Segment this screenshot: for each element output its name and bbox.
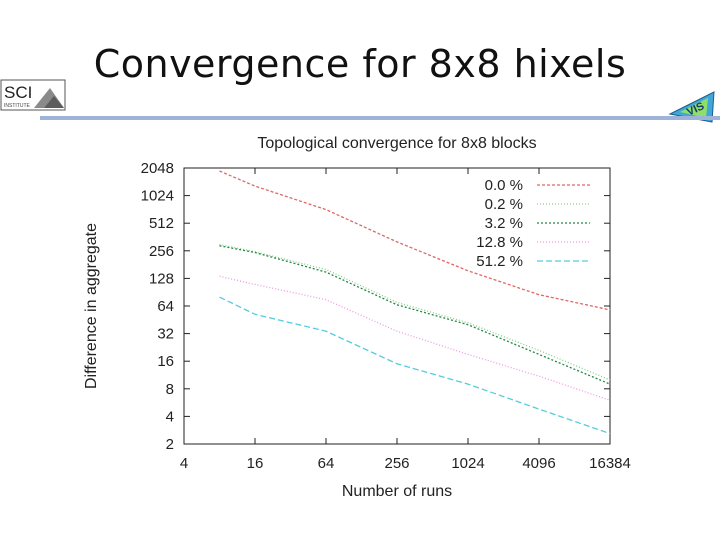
sci-logo-subtext: INSTITUTE	[4, 103, 30, 109]
slide-title: Convergence for 8x8 hixels	[93, 42, 627, 86]
legend-label: 0.2 %	[485, 196, 523, 213]
series-lines	[219, 170, 611, 435]
y-axis-label: Difference in aggregate	[83, 223, 100, 389]
y-tick-label: 256	[149, 243, 174, 260]
y-tick-label: 512	[149, 215, 174, 232]
series-line	[219, 296, 611, 435]
x-tick-label: 4	[180, 455, 188, 472]
vis-logo-icon: VIS	[668, 91, 715, 123]
y-tick-label: 32	[157, 326, 174, 343]
legend-label: 12.8 %	[476, 234, 523, 251]
title-divider	[40, 116, 720, 120]
x-tick-label: 16384	[589, 455, 631, 472]
x-axis-label: Number of runs	[342, 483, 452, 500]
legend: 0.0 % 0.2 % 3.2 % 12.8 % 51.2 %	[476, 177, 590, 270]
y-tick-label: 128	[149, 270, 174, 287]
convergence-chart: Topological convergence for 8x8 blocks 4…	[83, 135, 631, 500]
x-tick-label: 256	[384, 455, 409, 472]
series-line	[219, 275, 611, 401]
legend-label: 0.0 %	[485, 177, 523, 194]
x-tick-label: 4096	[522, 455, 555, 472]
sci-logo-icon: SCI INSTITUTE	[0, 79, 66, 111]
y-tick-label: 2048	[141, 160, 174, 177]
x-tick-label: 1024	[451, 455, 484, 472]
series-line	[219, 245, 611, 385]
sci-logo-text: SCI	[4, 83, 32, 102]
y-tick-label: 16	[157, 353, 174, 370]
x-tick-label: 16	[247, 455, 264, 472]
y-tick-label: 1024	[141, 188, 174, 205]
plot-frame	[183, 167, 611, 445]
legend-label: 51.2 %	[476, 253, 523, 270]
y-tick-label: 4	[166, 408, 174, 425]
legend-label: 3.2 %	[485, 215, 523, 232]
chart-title: Topological convergence for 8x8 blocks	[257, 135, 536, 152]
series-line	[219, 170, 611, 311]
y-tick-label: 64	[157, 298, 174, 315]
x-axis-ticks: 4 16 64 256 1024 4096 16384	[180, 168, 631, 472]
y-tick-label: 2	[166, 436, 174, 453]
y-axis-ticks: 2 4 8 16 32 64 128 256 512 1024 2048	[141, 160, 610, 453]
series-line	[219, 243, 611, 381]
x-tick-label: 64	[318, 455, 335, 472]
y-tick-label: 8	[166, 381, 174, 398]
